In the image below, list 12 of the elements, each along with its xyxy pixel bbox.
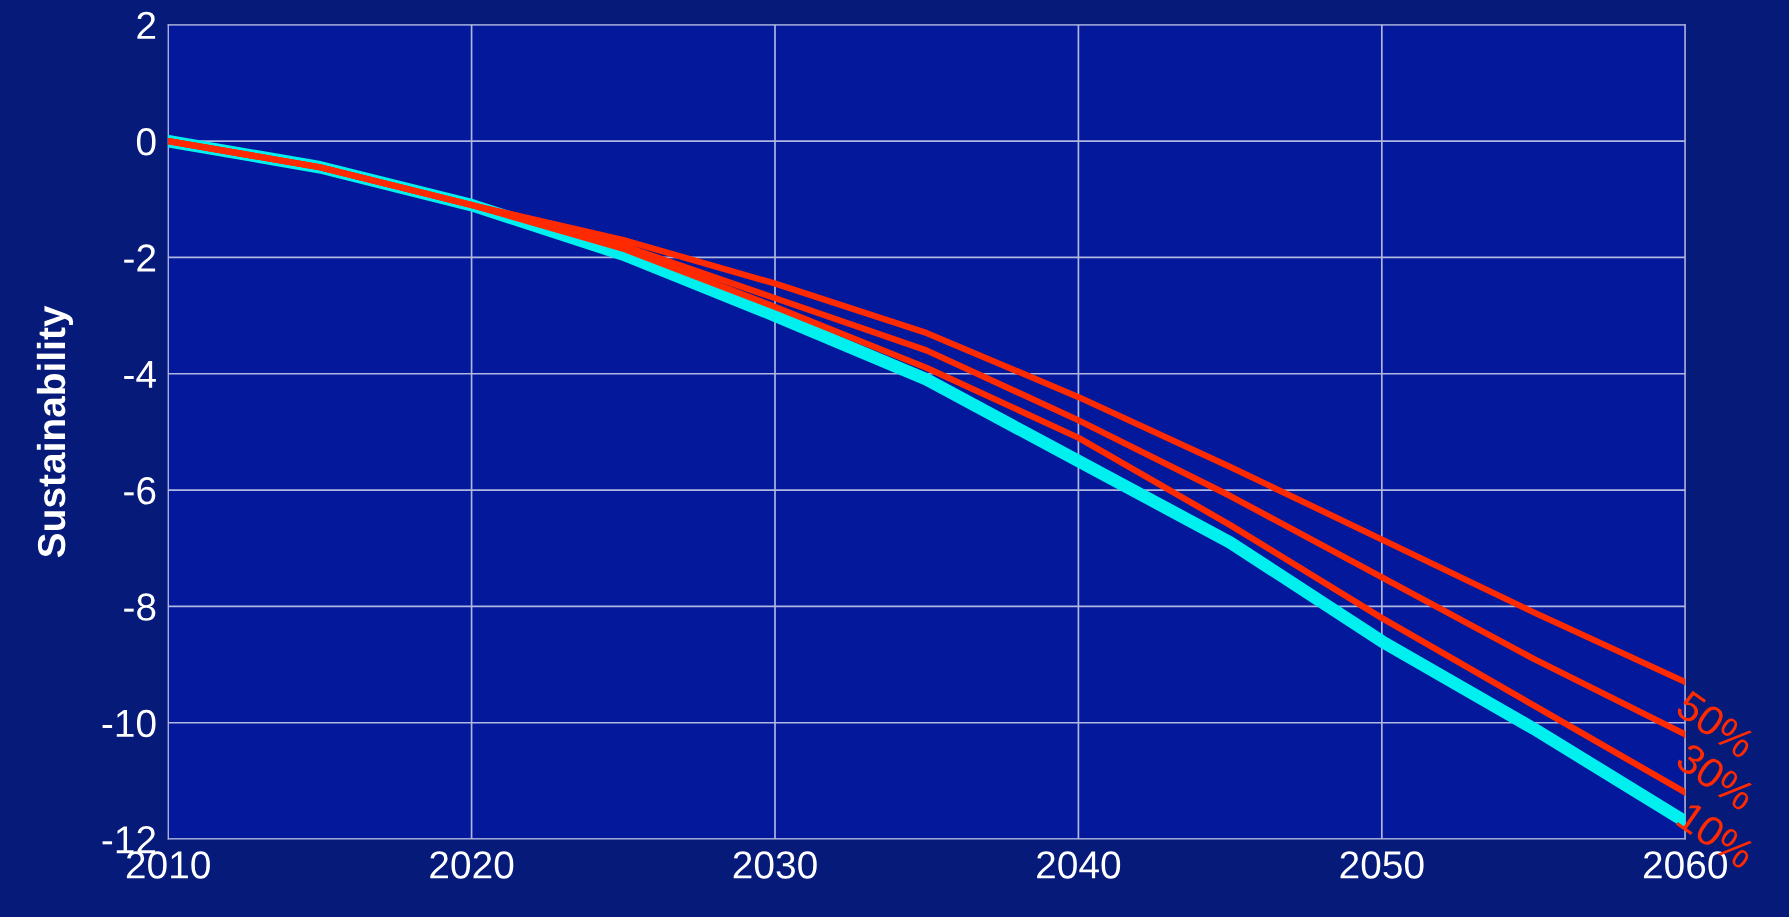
y-tick-label: -2 — [124, 244, 156, 272]
y-tick-label: -6 — [124, 477, 156, 505]
x-tick-label: 2040 — [1037, 851, 1121, 879]
y-axis-title: Sustainability — [36, 305, 74, 558]
x-tick-label: 2030 — [733, 851, 817, 879]
x-tick-label: 2050 — [1340, 851, 1424, 879]
y-tick-label: 0 — [136, 128, 156, 156]
y-tick-label: -4 — [124, 361, 156, 388]
y-tick-label: -10 — [102, 709, 156, 738]
y-tick-label: 2 — [137, 11, 156, 39]
x-tick-label: 2020 — [430, 851, 514, 879]
y-tick-label: -8 — [124, 593, 156, 621]
